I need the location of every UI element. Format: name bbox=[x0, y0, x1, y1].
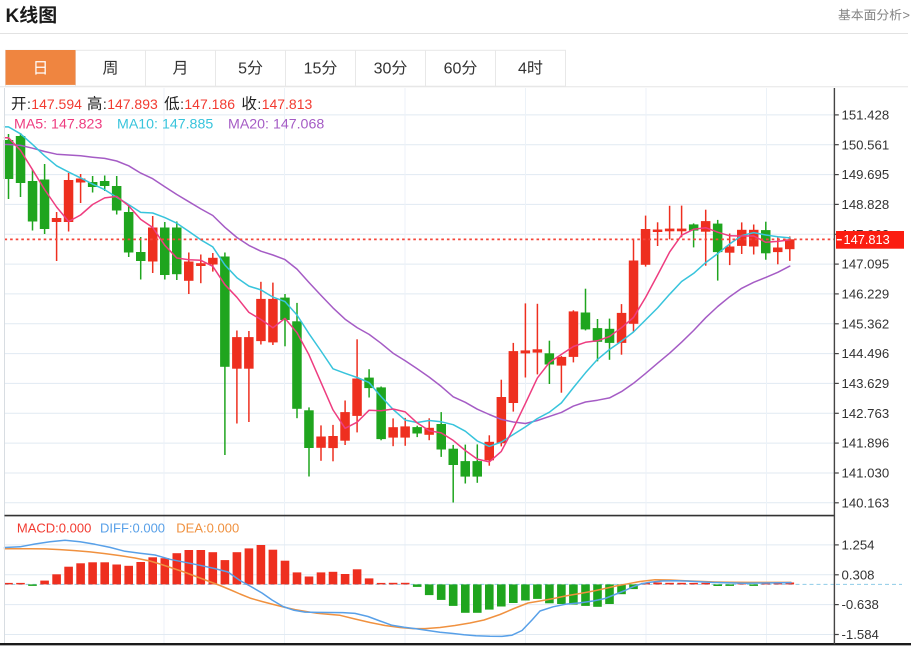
svg-text:147.813: 147.813 bbox=[262, 96, 313, 112]
svg-text:60: 60 bbox=[444, 61, 462, 78]
svg-text:DEA:0.000: DEA:0.000 bbox=[176, 521, 239, 536]
svg-text:4: 4 bbox=[518, 61, 527, 78]
svg-text:142.763: 142.763 bbox=[842, 406, 890, 421]
svg-text:15: 15 bbox=[304, 61, 322, 78]
svg-text::: : bbox=[257, 96, 261, 112]
svg-text::: : bbox=[103, 96, 107, 112]
svg-text:1.254: 1.254 bbox=[842, 538, 875, 553]
svg-text:141.896: 141.896 bbox=[842, 436, 890, 451]
svg-text:0.308: 0.308 bbox=[842, 567, 875, 582]
svg-text:147.594: 147.594 bbox=[31, 96, 82, 112]
svg-text:145.362: 145.362 bbox=[842, 316, 890, 331]
svg-text:>: > bbox=[903, 8, 910, 23]
svg-text:140.163: 140.163 bbox=[842, 495, 890, 510]
svg-text:143.629: 143.629 bbox=[842, 376, 890, 391]
svg-text:MA5: 147.823: MA5: 147.823 bbox=[14, 116, 102, 132]
svg-text:-1.584: -1.584 bbox=[842, 627, 879, 642]
svg-text:-0.638: -0.638 bbox=[842, 597, 879, 612]
svg-text:MA10: 147.885: MA10: 147.885 bbox=[117, 116, 213, 132]
svg-text:147.813: 147.813 bbox=[844, 232, 890, 247]
svg-text::: : bbox=[27, 96, 31, 112]
svg-text:141.030: 141.030 bbox=[842, 466, 890, 481]
svg-text::: : bbox=[180, 96, 184, 112]
svg-text:150.561: 150.561 bbox=[842, 137, 890, 152]
svg-text:151.428: 151.428 bbox=[842, 108, 890, 123]
svg-text:144.496: 144.496 bbox=[842, 346, 890, 361]
svg-text:MACD:0.000: MACD:0.000 bbox=[17, 521, 91, 536]
svg-text:K: K bbox=[6, 6, 20, 27]
svg-text:MA20: 147.068: MA20: 147.068 bbox=[228, 116, 324, 132]
svg-text:147.186: 147.186 bbox=[184, 96, 235, 112]
svg-text:5: 5 bbox=[238, 61, 247, 78]
svg-text:148.828: 148.828 bbox=[842, 197, 890, 212]
svg-text:147.095: 147.095 bbox=[842, 257, 890, 272]
svg-text:146.229: 146.229 bbox=[842, 287, 890, 302]
svg-text:147.893: 147.893 bbox=[107, 96, 158, 112]
svg-text:149.695: 149.695 bbox=[842, 167, 890, 182]
svg-text:DIFF:0.000: DIFF:0.000 bbox=[100, 521, 165, 536]
svg-text:30: 30 bbox=[374, 61, 392, 78]
